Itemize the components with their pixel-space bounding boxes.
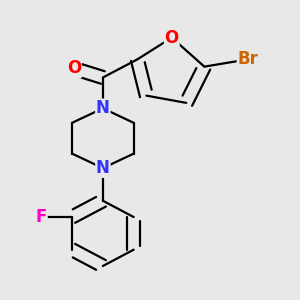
Text: N: N — [96, 99, 110, 117]
Text: Br: Br — [237, 50, 258, 68]
Text: O: O — [67, 59, 81, 77]
Text: N: N — [96, 159, 110, 177]
Text: O: O — [165, 28, 179, 46]
Text: F: F — [36, 208, 47, 226]
